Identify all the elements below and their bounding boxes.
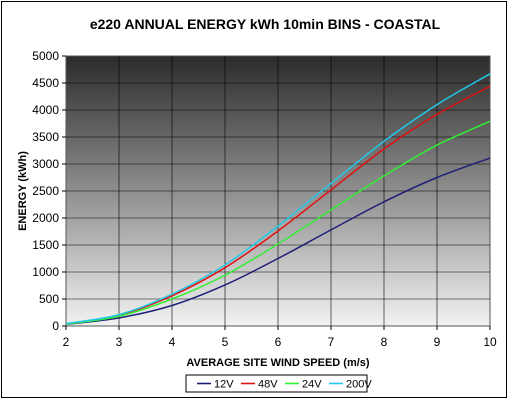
y-tick-label: 0 <box>52 319 59 333</box>
legend-label-12v: 12V <box>214 379 234 391</box>
y-tick-label: 1500 <box>32 238 59 252</box>
y-axis-title: ENERGY (kWh) <box>17 151 29 231</box>
y-tick-label: 2000 <box>32 211 59 225</box>
y-tick-label: 5000 <box>32 49 59 63</box>
y-axis-ticks: 0 500 1000 1500 2000 2500 3000 3500 4000 4500 5000 <box>32 49 66 333</box>
x-axis-ticks: 2 3 4 5 6 7 8 9 10 <box>63 326 497 349</box>
y-tick-label: 4500 <box>32 76 59 90</box>
x-tick-label: 10 <box>483 335 497 349</box>
x-tick-label: 7 <box>328 335 335 349</box>
legend-box <box>185 374 368 393</box>
x-tick-label: 5 <box>222 335 229 349</box>
y-tick-label: 500 <box>39 292 59 306</box>
y-tick-label: 1000 <box>32 265 59 279</box>
y-tick-label: 4000 <box>32 103 59 117</box>
series-line-48v <box>65 85 491 325</box>
legend: 12V 48V 24V 200V <box>185 374 372 393</box>
x-axis-title: AVERAGE SITE WIND SPEED (m/s) <box>186 357 369 369</box>
legend-label-48v: 48V <box>258 379 278 391</box>
x-tick-label: 4 <box>169 335 176 349</box>
series-line-200v <box>65 73 491 325</box>
x-tick-label: 2 <box>63 335 70 349</box>
series-line-12v <box>65 157 491 326</box>
series-lines <box>65 73 491 326</box>
y-tick-label: 3000 <box>32 157 59 171</box>
x-tick-label: 3 <box>116 335 123 349</box>
gridlines <box>66 56 490 326</box>
legend-label-24v: 24V <box>302 379 322 391</box>
y-tick-label: 3500 <box>32 130 59 144</box>
chart-title: e220 ANNUAL ENERGY kWh 10min BINS - COAS… <box>90 16 441 32</box>
y-tick-label: 2500 <box>32 184 59 198</box>
legend-label-200v: 200V <box>346 379 372 391</box>
x-tick-label: 8 <box>381 335 388 349</box>
x-tick-label: 9 <box>434 335 441 349</box>
series-line-24v <box>65 120 491 325</box>
x-tick-label: 6 <box>275 335 282 349</box>
